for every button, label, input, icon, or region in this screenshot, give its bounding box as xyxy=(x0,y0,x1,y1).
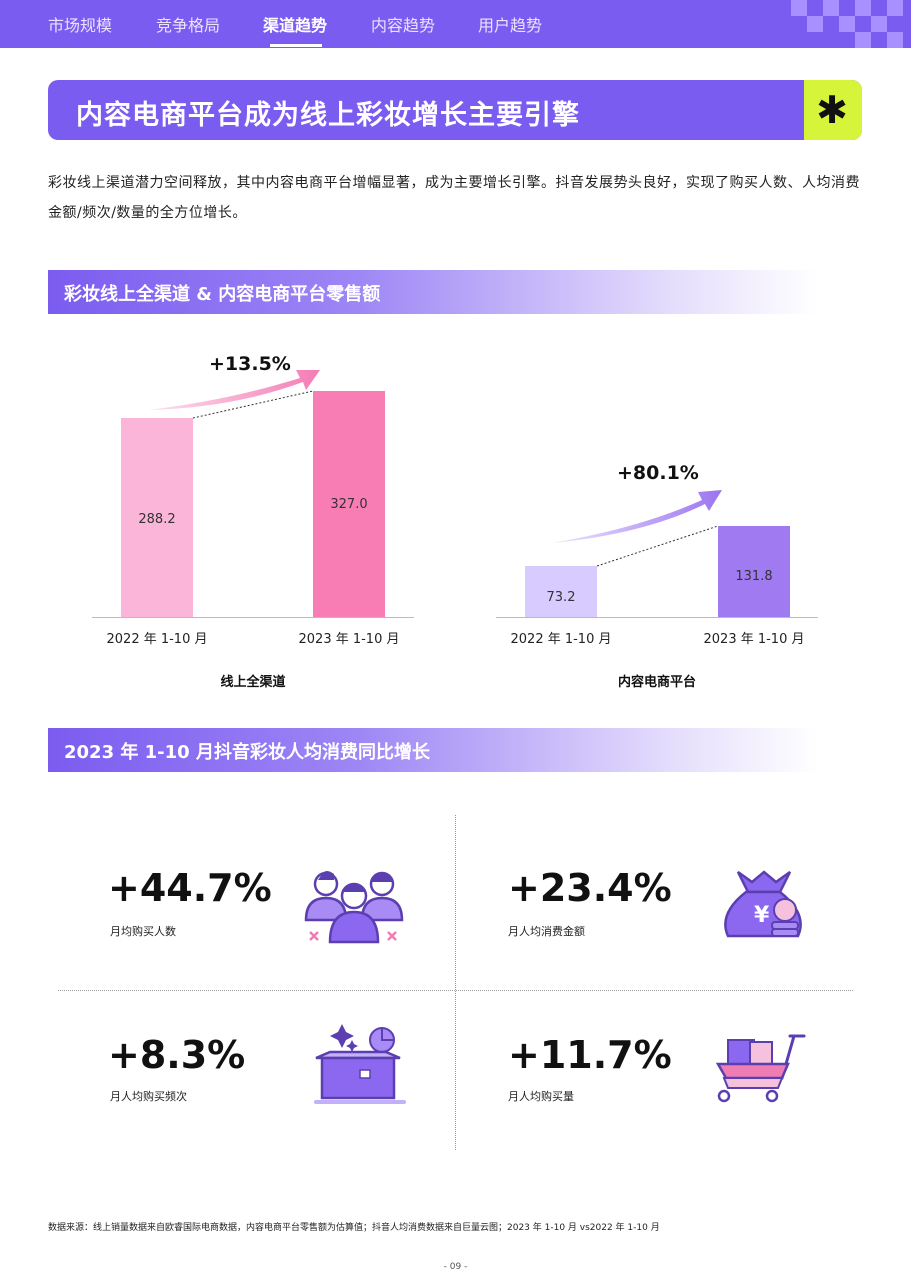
intro-paragraph: 彩妆线上渠道潜力空间释放，其中内容电商平台增幅显著，成为主要增长引擎。抖音发展势… xyxy=(48,175,860,221)
x-axis-line xyxy=(92,617,414,618)
money-bag-icon: ¥ xyxy=(724,870,802,938)
bar-2022-content: 73.2 xyxy=(525,566,597,617)
top-nav: 市场规模 竞争格局 渠道趋势 内容趋势 用户趋势 xyxy=(0,0,911,48)
bar-2023-content: 131.8 xyxy=(718,526,790,617)
bar-2022-online: 288.2 xyxy=(121,418,193,617)
data-label: 288.2 xyxy=(138,512,176,527)
group-label: 内容电商平台 xyxy=(617,675,696,690)
x-tick-label: 2022 年 1-10 月 xyxy=(106,632,208,647)
horizontal-divider xyxy=(58,990,853,991)
x-tick-label: 2022 年 1-10 月 xyxy=(510,632,612,647)
banner-accent xyxy=(804,80,862,140)
shopping-cart-icon xyxy=(715,1034,806,1103)
stat-value: +23.4% xyxy=(508,866,672,910)
stat-label: 月人均消费金额 xyxy=(508,925,585,938)
growth-arrow-icon xyxy=(552,490,722,543)
stat-label: 月人均购买量 xyxy=(508,1090,574,1103)
data-label: 73.2 xyxy=(546,590,576,605)
growth-label: +13.5% xyxy=(209,353,291,375)
x-tick-label: 2023 年 1-10 月 xyxy=(298,632,400,647)
svg-text:¥: ¥ xyxy=(754,903,770,928)
stat-value: +11.7% xyxy=(508,1033,672,1077)
growth-arrow-icon xyxy=(148,370,320,410)
group-label: 线上全渠道 xyxy=(220,675,286,690)
box-icon xyxy=(314,1024,406,1104)
tab-content-trend[interactable]: 内容趋势 xyxy=(371,16,436,35)
growth-connector xyxy=(192,390,314,419)
x-tick-label: 2023 年 1-10 月 xyxy=(703,632,805,647)
tab-market-size[interactable]: 市场规模 xyxy=(48,16,113,35)
section-title: 彩妆线上全渠道 & 内容电商平台零售额 xyxy=(64,284,381,305)
title-banner: 内容电商平台成为线上彩妆增长主要引擎 ✱ xyxy=(48,80,862,140)
stat-value: +44.7% xyxy=(108,866,272,910)
bar-2023-online: 327.0 xyxy=(313,391,385,617)
data-source-note: 数据来源：线上销量数据来自欧睿国际电商数据，内容电商平台零售额为估算值；抖音人均… xyxy=(48,1223,660,1233)
page-number: - 09 - xyxy=(443,1262,468,1272)
x-axis-line xyxy=(496,617,818,618)
stat-value: +8.3% xyxy=(108,1033,246,1077)
section-header-retail: 彩妆线上全渠道 & 内容电商平台零售额 xyxy=(48,270,818,314)
stat-label: 月人均购买频次 xyxy=(110,1090,187,1103)
growth-label: +80.1% xyxy=(617,462,699,484)
vertical-divider xyxy=(455,815,456,1150)
section-title: 2023 年 1-10 月抖音彩妆人均消费同比增长 xyxy=(64,742,430,763)
tab-channel-trend[interactable]: 渠道趋势 xyxy=(263,16,328,35)
page-title: 内容电商平台成为线上彩妆增长主要引擎 xyxy=(76,100,580,131)
section-header-consumption: 2023 年 1-10 月抖音彩妆人均消费同比增长 xyxy=(48,728,818,772)
checker-decoration xyxy=(761,0,911,48)
tab-user-trend[interactable]: 用户趋势 xyxy=(478,16,543,35)
stat-label: 月均购买人数 xyxy=(110,925,176,938)
data-label: 327.0 xyxy=(330,497,368,512)
tab-competition[interactable]: 竞争格局 xyxy=(156,16,221,35)
active-tab-underline xyxy=(270,44,322,47)
people-icon xyxy=(304,871,404,944)
growth-connector xyxy=(596,525,719,567)
data-label: 131.8 xyxy=(735,569,773,584)
asterisk-icon: ✱ xyxy=(816,88,848,132)
growth-arrow-online xyxy=(148,370,722,567)
